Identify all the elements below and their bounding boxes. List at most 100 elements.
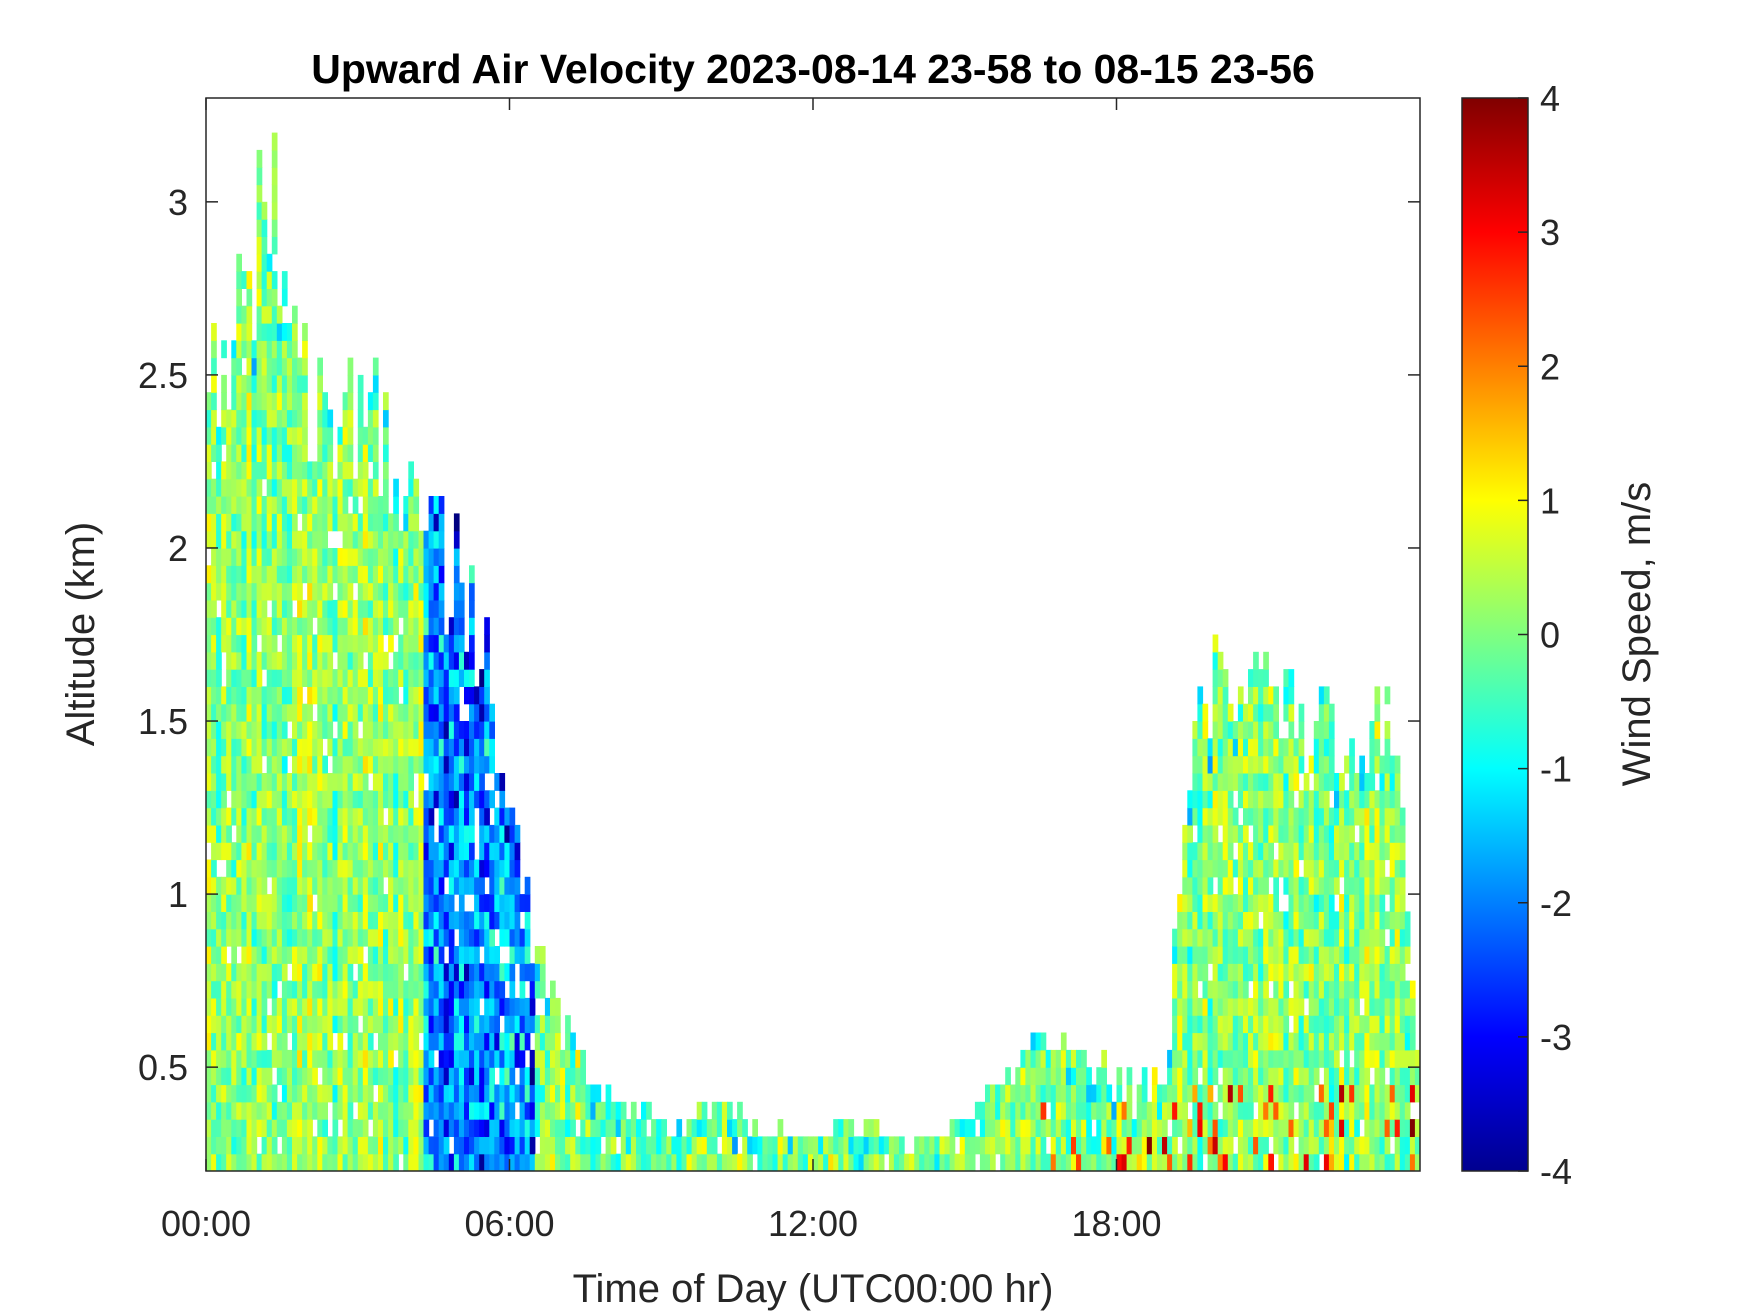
heatmap-cell — [1248, 928, 1254, 947]
heatmap-cell — [271, 357, 278, 376]
heatmap-cell — [464, 859, 470, 878]
heatmap-cell — [1323, 738, 1330, 757]
heatmap-cell — [418, 565, 425, 584]
heatmap-cell — [1384, 842, 1391, 861]
heatmap-cell — [1172, 928, 1178, 947]
heatmap-cell — [342, 565, 349, 584]
heatmap-cell — [347, 703, 354, 722]
heatmap-cell — [443, 980, 450, 999]
heatmap-cell — [1389, 773, 1396, 791]
heatmap-cell — [388, 721, 394, 739]
heatmap-cell — [1202, 755, 1209, 774]
heatmap-cell — [1248, 946, 1254, 964]
heatmap-cell — [276, 946, 283, 964]
heatmap-cell — [1374, 738, 1381, 757]
heatmap-cell — [1268, 1067, 1274, 1086]
heatmap-cell — [1318, 894, 1325, 912]
heatmap-cell — [428, 755, 435, 774]
heatmap-cell — [1298, 1101, 1305, 1120]
heatmap-cell — [1263, 807, 1269, 826]
heatmap-cell — [256, 1032, 263, 1051]
heatmap-cell — [383, 1101, 389, 1120]
heatmap-cell — [372, 876, 379, 895]
heatmap-cell — [499, 807, 506, 826]
heatmap-cell — [1268, 721, 1274, 739]
heatmap-cell — [494, 946, 500, 964]
heatmap-cell — [408, 548, 414, 566]
heatmap-cell — [352, 773, 359, 791]
heatmap-cell — [1298, 1119, 1305, 1137]
heatmap-cell — [388, 548, 394, 566]
heatmap-cell — [236, 305, 242, 324]
heatmap-cell — [221, 513, 227, 532]
heatmap-cell — [595, 1136, 602, 1155]
heatmap-cell — [1227, 773, 1234, 791]
heatmap-cell — [423, 686, 430, 705]
heatmap-cell — [1369, 1119, 1376, 1137]
heatmap-cell — [206, 963, 212, 982]
heatmap-cell — [1065, 1101, 1072, 1120]
heatmap-cell — [428, 738, 435, 757]
heatmap-cell — [261, 409, 268, 428]
heatmap-cell — [1263, 980, 1269, 999]
heatmap-cell — [458, 1084, 465, 1103]
heatmap-cell — [1318, 928, 1325, 947]
heatmap-cell — [297, 1153, 303, 1171]
heatmap-cell — [246, 894, 253, 912]
heatmap-cell — [954, 1153, 961, 1171]
heatmap-cell — [297, 478, 303, 497]
heatmap-cell — [479, 686, 485, 705]
heatmap-cell — [1268, 755, 1274, 774]
heatmap-cell — [393, 617, 399, 636]
heatmap-cell — [1243, 1067, 1249, 1086]
heatmap-cell — [322, 1067, 328, 1086]
heatmap-cell — [423, 755, 430, 774]
heatmap-cell — [256, 669, 263, 687]
heatmap-cell — [474, 928, 480, 947]
heatmap-cell — [534, 1153, 541, 1171]
heatmap-cell — [1248, 859, 1254, 878]
heatmap-cell — [539, 963, 546, 982]
heatmap-cell — [1126, 1101, 1133, 1120]
heatmap-cell — [221, 911, 227, 930]
heatmap-cell — [1227, 721, 1234, 739]
heatmap-cell — [281, 686, 288, 705]
heatmap-cell — [1197, 1049, 1204, 1068]
heatmap-cell — [1379, 824, 1386, 843]
heatmap-cell — [403, 946, 409, 964]
heatmap-cell — [1293, 928, 1300, 947]
heatmap-cell — [1394, 1101, 1401, 1120]
heatmap-cell — [509, 824, 516, 843]
heatmap-cell — [256, 894, 263, 912]
heatmap-cell — [408, 980, 414, 999]
heatmap-cell — [1374, 997, 1381, 1016]
heatmap-cell — [256, 184, 263, 203]
heatmap-cell — [1187, 980, 1193, 999]
heatmap-cell — [1222, 790, 1229, 809]
heatmap-cell — [398, 721, 404, 739]
heatmap-cell — [342, 928, 349, 947]
heatmap-cell — [403, 928, 409, 947]
heatmap-cell — [231, 340, 237, 359]
heatmap-cell — [261, 323, 268, 341]
heatmap-cell — [1202, 997, 1209, 1016]
heatmap-cell — [883, 1136, 890, 1155]
heatmap-cell — [1364, 1119, 1371, 1137]
heatmap-cell — [620, 1101, 627, 1120]
heatmap-cell — [1399, 824, 1406, 843]
heatmap-cell — [307, 928, 313, 947]
heatmap-cell — [292, 374, 298, 393]
heatmap-cell — [969, 1119, 976, 1137]
heatmap-cell — [211, 1049, 217, 1068]
heatmap-cell — [1020, 1084, 1027, 1103]
heatmap-cell — [216, 426, 222, 445]
heatmap-cell — [1040, 1032, 1047, 1051]
heatmap-cell — [246, 980, 253, 999]
heatmap-cell — [286, 323, 293, 341]
heatmap-cell — [367, 755, 374, 774]
heatmap-cell — [317, 859, 323, 878]
heatmap-cell — [226, 876, 232, 895]
heatmap-cell — [1182, 963, 1188, 982]
heatmap-cell — [332, 859, 339, 878]
heatmap-cell — [1101, 1084, 1107, 1103]
